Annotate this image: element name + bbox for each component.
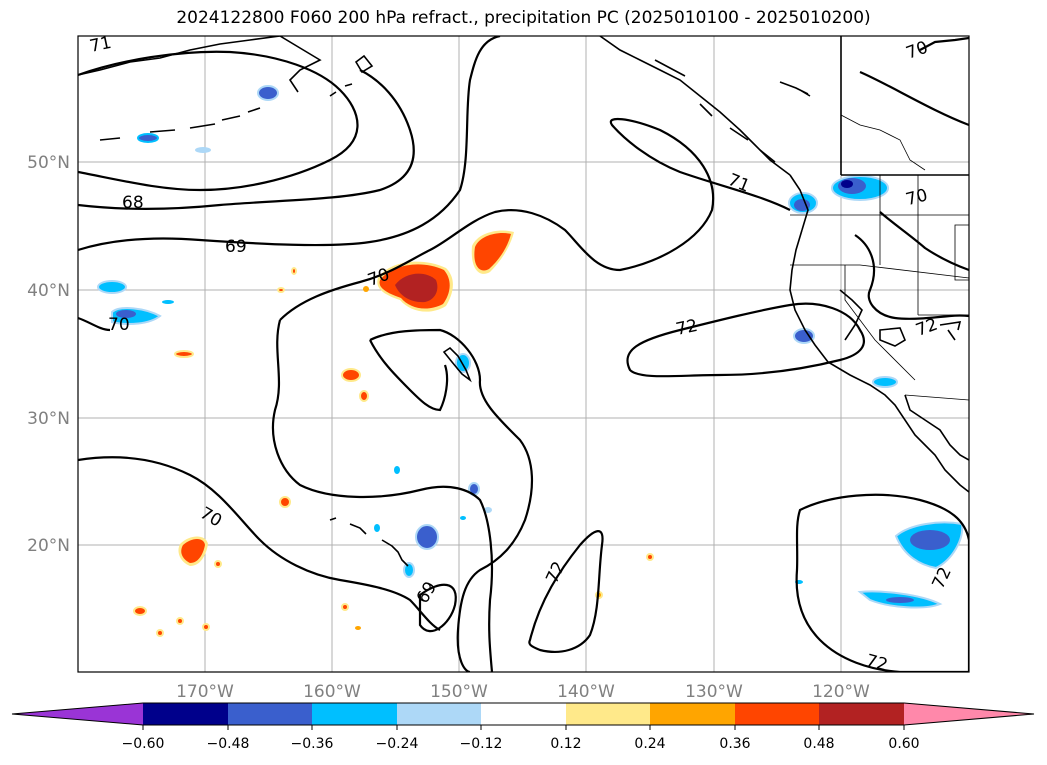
colorbar-tick-label: 0.60 bbox=[888, 736, 919, 752]
colorbar-segment bbox=[228, 703, 312, 725]
contour-label: 71 bbox=[88, 33, 113, 57]
map-title: 2024122800 F060 200 hPa refract., precip… bbox=[176, 8, 871, 28]
colorbar-tick-label: 0.12 bbox=[550, 736, 581, 752]
colorbar-segment bbox=[143, 703, 228, 725]
graticule bbox=[78, 36, 969, 672]
refractivity-contours bbox=[78, 36, 969, 672]
colorbar-tick-label: 0.24 bbox=[634, 736, 665, 752]
colorbar-segment bbox=[819, 703, 904, 725]
lat-label: 40°N bbox=[27, 281, 70, 301]
colorbar-segment bbox=[397, 703, 481, 725]
lon-label: 170°W bbox=[176, 682, 234, 702]
coastlines bbox=[78, 36, 969, 567]
lon-label: 150°W bbox=[430, 682, 488, 702]
colorbar-extend-high bbox=[904, 703, 1034, 725]
lat-label: 30°N bbox=[27, 409, 70, 429]
colorbar-tick-label: −0.36 bbox=[291, 736, 334, 752]
map-frame bbox=[77, 35, 970, 673]
colorbar-segment bbox=[735, 703, 819, 725]
lat-label: 20°N bbox=[27, 536, 70, 556]
contour-label: 72 bbox=[864, 651, 890, 676]
precipitation-shading bbox=[97, 85, 964, 637]
colorbar-segment bbox=[312, 703, 397, 725]
longitude-labels: 170°W 160°W 150°W 140°W 130°W 120°W bbox=[176, 682, 870, 702]
lon-label: 160°W bbox=[303, 682, 361, 702]
contour-labels: 71 70 68 69 70 71 70 72 72 70 70 69 72 7… bbox=[88, 33, 956, 676]
colorbar-tick-label: −0.60 bbox=[122, 736, 165, 752]
latitude-labels: 50°N 40°N 30°N 20°N bbox=[27, 153, 70, 556]
colorbar-tick-label: −0.12 bbox=[460, 736, 503, 752]
contour-label: 72 bbox=[674, 316, 699, 340]
colorbar-tick-label: −0.48 bbox=[207, 736, 250, 752]
lat-label: 50°N bbox=[27, 153, 70, 173]
lon-label: 140°W bbox=[557, 682, 615, 702]
colorbar-segment bbox=[481, 703, 566, 725]
colorbar-segment bbox=[566, 703, 650, 725]
colorbar-segment bbox=[650, 703, 735, 725]
contour-label: 68 bbox=[122, 193, 144, 213]
colorbar-extend-low bbox=[12, 703, 143, 725]
contour-label: 69 bbox=[225, 237, 247, 257]
colorbar-tick-label: 0.36 bbox=[719, 736, 750, 752]
colorbar-tick-label: −0.24 bbox=[376, 736, 419, 752]
colorbar: −0.60 −0.48 −0.36 −0.24 −0.12 0.12 0.24 … bbox=[11, 702, 1035, 752]
lon-label: 130°W bbox=[685, 682, 743, 702]
lon-label: 120°W bbox=[812, 682, 870, 702]
map-background bbox=[78, 36, 969, 672]
colorbar-tick-label: 0.48 bbox=[803, 736, 834, 752]
contour-label: 70 bbox=[108, 315, 130, 335]
